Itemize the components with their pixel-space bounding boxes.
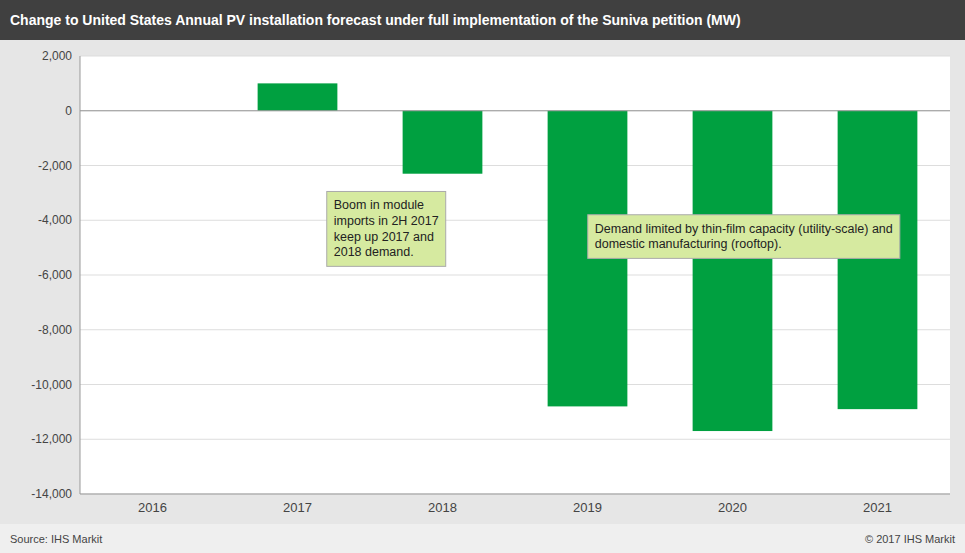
grid-line <box>80 165 950 166</box>
y-tick-label: -8,000 <box>38 323 72 337</box>
title-bar <box>0 0 965 40</box>
x-tick-label: 2019 <box>573 500 602 515</box>
annotation: Boom in module imports in 2H 2017 keep up … <box>327 191 446 266</box>
annotation-line: domestic manufacturing (rooftop). <box>595 237 782 251</box>
y-tick-label: -4,000 <box>38 213 72 227</box>
annotation-box <box>588 215 900 259</box>
x-tick-label: 2020 <box>718 500 747 515</box>
y-tick-label: -2,000 <box>38 159 72 173</box>
x-tick-label: 2018 <box>428 500 457 515</box>
y-tick-label: -12,000 <box>31 432 72 446</box>
grid-line <box>80 329 950 330</box>
y-tick-label: -14,000 <box>31 487 72 501</box>
bars <box>258 83 918 431</box>
copyright: © 2017 IHS Markit <box>865 533 955 545</box>
annotation: Demand limited by thin-film capacity (ut… <box>588 215 900 259</box>
x-axis-line <box>80 494 950 495</box>
y-tick-label: -6,000 <box>38 268 72 282</box>
y-tick-label: -10,000 <box>31 378 72 392</box>
grid-line <box>80 384 950 385</box>
chart: Change to United States Annual PV instal… <box>0 0 965 553</box>
annotation-text: Demand limited by thin-film capacity (ut… <box>595 222 893 252</box>
plot-background <box>80 56 950 494</box>
y-tick-label: 2,000 <box>42 49 72 63</box>
footer <box>0 524 965 553</box>
x-tick-label: 2017 <box>283 500 312 515</box>
annotation-line: Demand limited by thin-film capacity (ut… <box>595 222 893 236</box>
y-axis-line <box>80 56 81 494</box>
y-tick-label: 0 <box>65 104 72 118</box>
grid-line <box>80 110 950 111</box>
annotation-line: 2018 demand. <box>334 245 414 259</box>
bar <box>258 83 338 110</box>
grid-line <box>80 275 950 276</box>
bar <box>403 111 483 174</box>
annotation-line: imports in 2H 2017 <box>334 214 439 228</box>
grid-line <box>80 56 950 57</box>
annotation-box <box>327 191 446 266</box>
annotation-line: Boom in module <box>334 198 424 212</box>
x-tick-label: 2016 <box>138 500 167 515</box>
x-tick-label: 2021 <box>863 500 892 515</box>
source: Source: IHS Markit <box>10 533 102 545</box>
annotation-line: keep up 2017 and <box>334 230 434 244</box>
bar <box>838 111 918 409</box>
annotation-text: Boom in module imports in 2H 2017 keep up … <box>334 198 439 259</box>
bar <box>693 111 773 431</box>
grid-line <box>80 494 950 495</box>
grid-line <box>80 439 950 440</box>
zero-line <box>80 110 950 111</box>
title: Change to United States Annual PV instal… <box>10 12 741 28</box>
